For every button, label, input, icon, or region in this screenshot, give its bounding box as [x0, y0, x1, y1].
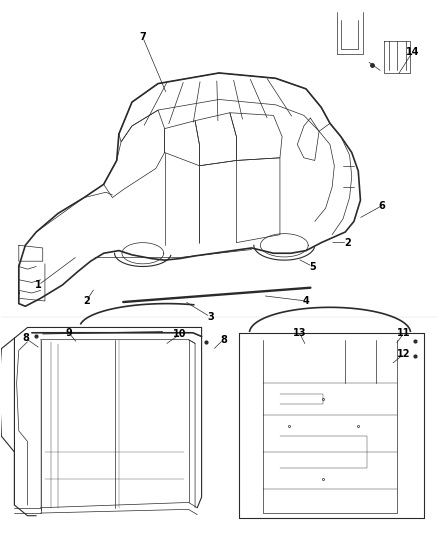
Text: 6: 6 — [379, 200, 385, 211]
Text: 3: 3 — [207, 312, 214, 322]
Text: 10: 10 — [173, 329, 187, 340]
Text: 2: 2 — [83, 296, 90, 306]
Text: 7: 7 — [139, 33, 146, 43]
Text: 11: 11 — [397, 328, 411, 338]
Text: 14: 14 — [406, 47, 420, 56]
Text: 9: 9 — [65, 328, 72, 338]
Text: 5: 5 — [309, 262, 316, 271]
Text: 8: 8 — [220, 335, 227, 345]
Text: 8: 8 — [22, 333, 29, 343]
Text: 1: 1 — [35, 280, 42, 290]
Text: 2: 2 — [344, 238, 351, 248]
Text: 13: 13 — [293, 328, 306, 338]
Text: 4: 4 — [303, 296, 309, 306]
Text: 12: 12 — [397, 349, 411, 359]
